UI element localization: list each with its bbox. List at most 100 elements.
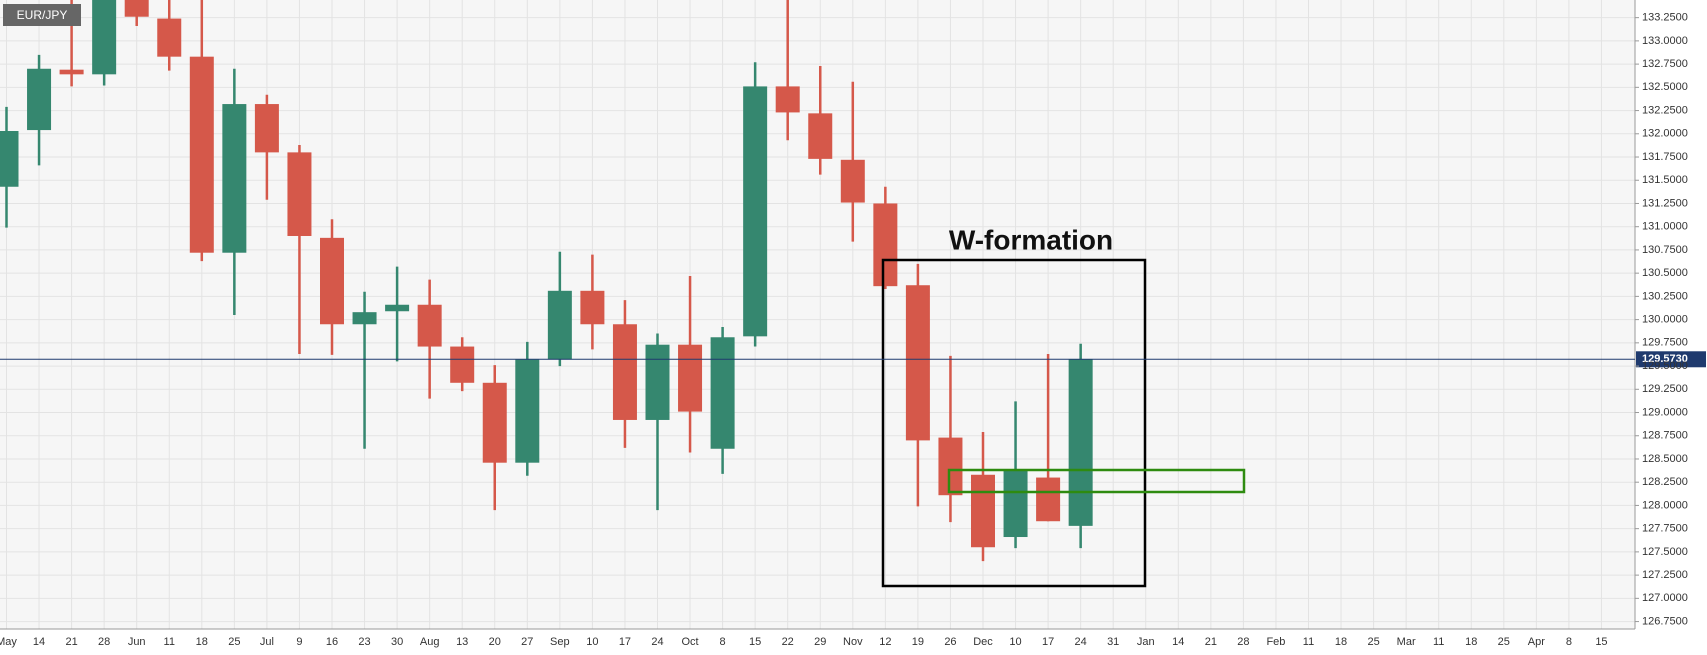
overlay: 129.5730: [0, 351, 1706, 368]
x-tick-label: 21: [65, 636, 77, 648]
candle-body: [157, 18, 182, 57]
x-tick-label: 11: [164, 636, 175, 648]
x-tick-label: Aug: [420, 636, 440, 648]
candle-body: [612, 324, 637, 420]
x-tick-label: 21: [1205, 636, 1217, 648]
x-tick-label: 14: [1172, 636, 1184, 648]
x-tick-label: 13: [456, 636, 468, 648]
candle-body: [938, 437, 963, 496]
y-tick-label: 132.7500: [1642, 58, 1688, 70]
candle-body: [873, 203, 898, 287]
support-zone-box: [947, 468, 1246, 494]
y-tick-label: 128.7500: [1642, 430, 1688, 442]
x-tick-label: 18: [1335, 636, 1347, 648]
candle-body: [971, 474, 995, 548]
candle-body: [775, 86, 800, 113]
x-tick-label: 31: [1107, 636, 1119, 648]
candle-body: [905, 285, 930, 441]
x-tick-label: 19: [912, 636, 924, 648]
x-tick-label: 30: [391, 636, 403, 648]
candle-body: [645, 344, 670, 420]
y-tick-label: 131.2500: [1642, 197, 1688, 209]
candle-body: [189, 56, 214, 253]
candle-body: [840, 159, 865, 203]
candle-body: [254, 104, 279, 153]
candle-body: [222, 104, 247, 253]
y-tick-label: 130.5000: [1642, 267, 1688, 279]
y-tick-label: 129.2500: [1642, 383, 1688, 395]
y-tick-label: 127.2500: [1642, 569, 1688, 581]
candle-body: [1003, 470, 1028, 538]
x-tick-label: 29: [814, 636, 826, 648]
symbol-badge: [3, 4, 81, 26]
x-tick-label: 12: [879, 636, 891, 648]
x-tick-label: 23: [358, 636, 370, 648]
y-tick-label: 129.0000: [1642, 406, 1688, 418]
w-formation-box: [881, 258, 1147, 588]
x-tick-label: 22: [782, 636, 794, 648]
y-tick-label: 127.5000: [1642, 546, 1688, 558]
x-tick-label: 25: [228, 636, 240, 648]
y-tick-label: 132.0000: [1642, 128, 1688, 140]
candle-body: [385, 304, 410, 312]
symbol-label: EUR/JPY: [17, 8, 68, 22]
x-tick-label: Mar: [1397, 636, 1416, 648]
x-tick-label: 25: [1498, 636, 1510, 648]
candle-body: [92, 0, 117, 75]
x-tick-label: Jun: [128, 636, 146, 648]
candle-body: [678, 344, 703, 412]
candle-body: [320, 237, 344, 325]
x-tick-label: 27: [521, 636, 533, 648]
x-tick-label: Apr: [1528, 636, 1545, 648]
x-tick-label: 25: [1367, 636, 1379, 648]
y-tick-label: 128.0000: [1642, 499, 1688, 511]
x-tick-label: 17: [619, 636, 631, 648]
candle-body: [743, 86, 768, 337]
x-tick-label: 9: [296, 636, 302, 648]
candle-body: [124, 0, 149, 17]
candle-body: [0, 131, 19, 187]
x-tick-label: Nov: [843, 636, 863, 648]
x-tick-label: 26: [944, 636, 956, 648]
grid: [0, 0, 1635, 629]
candle-body: [580, 290, 605, 325]
candle-body: [417, 304, 442, 347]
y-tick-label: 133.2500: [1642, 12, 1688, 24]
y-tick-label: 130.2500: [1642, 290, 1688, 302]
y-tick-label: 131.5000: [1642, 174, 1688, 186]
y-tick-label: 127.0000: [1642, 592, 1688, 604]
y-tick-label: 127.7500: [1642, 523, 1688, 535]
candle-body: [450, 346, 475, 383]
y-tick-label: 131.7500: [1642, 151, 1688, 163]
candle-body: [710, 337, 735, 449]
x-tick-label: Sep: [550, 636, 570, 648]
x-tick-label: Feb: [1266, 636, 1285, 648]
x-tick-label: 11: [1433, 636, 1444, 648]
x-tick-label: 20: [489, 636, 501, 648]
candle-body: [352, 312, 377, 325]
x-tick-label: Jan: [1137, 636, 1155, 648]
candle-body: [547, 290, 572, 360]
x-tick-label: 17: [1042, 636, 1054, 648]
candle-body: [59, 69, 84, 75]
y-tick-label: 128.5000: [1642, 453, 1688, 465]
y-tick-label: 129.5000: [1642, 360, 1688, 372]
x-tick-label: 10: [586, 636, 598, 648]
y-tick-label: 129.7500: [1642, 337, 1688, 349]
candle-body: [287, 152, 312, 236]
candles: [0, 0, 1093, 562]
candle-body: [515, 359, 540, 463]
candle-body: [1036, 477, 1061, 522]
x-tick-label: 10: [1009, 636, 1021, 648]
x-tick-label: 24: [651, 636, 663, 648]
x-tick-label: 28: [1237, 636, 1249, 648]
y-tick-label: 130.0000: [1642, 314, 1688, 326]
x-tick-label: 16: [326, 636, 338, 648]
y-tick-label: 133.0000: [1642, 35, 1688, 47]
y-tick-label: 132.5000: [1642, 81, 1688, 93]
x-tick-label: Dec: [973, 636, 993, 648]
x-tick-label: 11: [1303, 636, 1314, 648]
candle-body: [808, 113, 833, 159]
x-tick-label: 28: [98, 636, 110, 648]
